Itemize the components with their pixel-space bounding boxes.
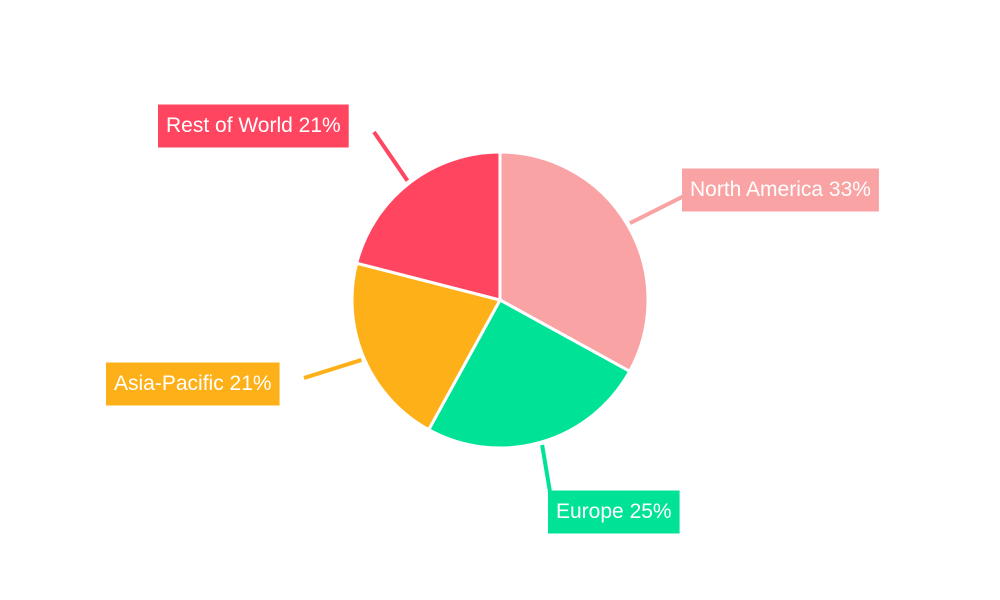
label-category: Asia-Pacific xyxy=(114,372,224,395)
pie-slice xyxy=(498,150,650,374)
data-label: Rest of World 21% xyxy=(158,104,349,148)
data-label: North America 33% xyxy=(682,168,879,212)
label-text: North America 33% xyxy=(690,178,871,201)
data-label: Europe 25% xyxy=(548,490,680,534)
label-text: Asia-Pacific 21% xyxy=(114,372,272,395)
label-value: 21% xyxy=(299,114,341,137)
label-category: North America xyxy=(690,178,823,201)
pie-slice xyxy=(426,297,632,450)
label-box xyxy=(106,362,280,406)
label-value: 21% xyxy=(230,372,272,395)
label-value: 33% xyxy=(829,178,871,201)
pie-slice xyxy=(350,261,503,432)
label-text: Europe 25% xyxy=(556,500,672,523)
leader-line xyxy=(629,194,685,225)
leader-line xyxy=(303,358,363,380)
pie-slice xyxy=(354,150,502,302)
label-category: Europe xyxy=(556,500,624,523)
label-value: 25% xyxy=(630,500,672,523)
label-box xyxy=(158,104,349,148)
leader-line xyxy=(540,444,552,493)
label-category: Rest of World xyxy=(166,114,293,137)
leader-line xyxy=(372,130,410,182)
label-box xyxy=(682,168,879,212)
label-text: Rest of World 21% xyxy=(166,114,341,137)
data-label: Asia-Pacific 21% xyxy=(106,362,280,406)
label-box xyxy=(548,490,680,534)
